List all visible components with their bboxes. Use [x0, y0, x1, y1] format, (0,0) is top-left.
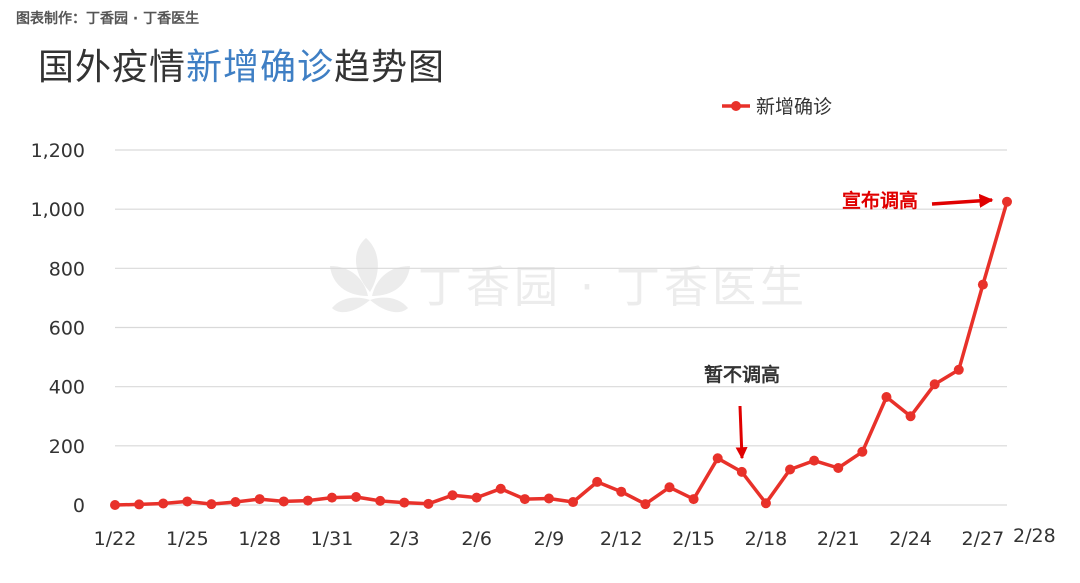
chart-credit: 图表制作：丁香园 · 丁香医生 [16, 11, 200, 27]
x-tick-label: 2/6 [461, 528, 492, 550]
y-tick-label: 1,200 [31, 140, 85, 162]
x-tick-label: 2/18 [745, 528, 788, 550]
data-point [471, 492, 482, 503]
data-point [182, 496, 193, 507]
leaf-logo-icon [330, 238, 410, 313]
x-tick-label: 2/15 [672, 528, 715, 550]
data-point [833, 463, 844, 474]
title-part-2: 趋势图 [334, 47, 446, 88]
data-point [326, 492, 337, 503]
annotation-mid-arrow [735, 405, 748, 460]
data-point [929, 379, 940, 390]
data-point [881, 392, 892, 403]
y-tick-label: 400 [49, 377, 85, 399]
legend-label: 新增确诊 [756, 96, 832, 118]
data-point [158, 498, 169, 509]
x-tick-label: 2/24 [889, 528, 932, 550]
data-point [592, 476, 603, 487]
data-point [568, 497, 579, 508]
data-point [905, 411, 916, 422]
y-tick-label: 800 [49, 258, 85, 280]
data-point [664, 482, 675, 493]
legend-marker [731, 101, 741, 111]
title-part-1: 国外疫情 [38, 47, 187, 88]
x-tick-label: 2/28 [1013, 525, 1056, 547]
grid-lines [115, 149, 1007, 506]
annotation-top: 宣布调高 [842, 189, 994, 212]
data-point [110, 500, 120, 510]
annotation-top-label: 宣布调高 [842, 189, 918, 212]
x-tick-label: 1/31 [311, 528, 354, 550]
x-tick-label: 2/21 [817, 528, 860, 550]
data-point [543, 493, 554, 504]
data-point [447, 490, 458, 501]
watermark: 丁香园 · 丁香医生 [330, 238, 808, 313]
x-axis: 1/22 1/25 1/28 1/31 2/3 2/6 2/9 2/12 2/15 2/18 2/2… [94, 525, 1056, 550]
data-point [616, 486, 627, 497]
data-point [399, 497, 410, 508]
title-highlight: 新增确诊 [186, 47, 335, 88]
data-point [953, 364, 964, 375]
x-tick-label: 2/3 [389, 528, 420, 550]
data-point [375, 495, 386, 506]
data-point [302, 495, 313, 506]
x-tick-label: 2/12 [600, 528, 643, 550]
data-point [809, 455, 820, 466]
annotation-mid-label: 暂不调高 [704, 363, 780, 386]
chart-title: 国外疫情新增确诊趋势图 [38, 38, 445, 90]
data-point [495, 483, 506, 494]
series-line [113, 200, 1009, 507]
data-point [134, 499, 145, 510]
x-tick-label: 1/28 [238, 528, 281, 550]
data-point [278, 496, 289, 507]
data-point [688, 494, 699, 505]
data-point [1002, 196, 1012, 207]
series-points [110, 196, 1012, 510]
y-tick-label: 1,000 [31, 199, 85, 221]
data-point [977, 279, 988, 290]
data-point [423, 498, 434, 509]
data-point [254, 494, 265, 505]
annotation-mid: 暂不调高 [704, 363, 780, 460]
x-tick-label: 2/9 [534, 528, 565, 550]
y-tick-label: 0 [73, 495, 85, 517]
x-tick-label: 1/22 [94, 528, 137, 550]
x-tick-label: 1/25 [166, 528, 209, 550]
y-tick-label: 200 [49, 436, 85, 458]
data-point [351, 492, 362, 503]
x-tick-label: 2/27 [962, 528, 1005, 550]
data-point [857, 446, 868, 457]
data-point [712, 453, 723, 464]
data-point [230, 497, 241, 508]
data-point [760, 498, 771, 509]
y-axis: 0 200 400 600 800 1,000 1,200 [31, 140, 85, 517]
data-point [206, 499, 217, 510]
watermark-text: 丁香园 · 丁香医生 [418, 262, 808, 313]
data-point [785, 464, 796, 475]
annotation-top-arrow [931, 193, 994, 208]
legend: 新增确诊 [722, 96, 832, 118]
y-tick-label: 600 [49, 318, 85, 340]
data-point [519, 494, 530, 505]
data-point [640, 499, 651, 510]
data-point [736, 466, 747, 477]
